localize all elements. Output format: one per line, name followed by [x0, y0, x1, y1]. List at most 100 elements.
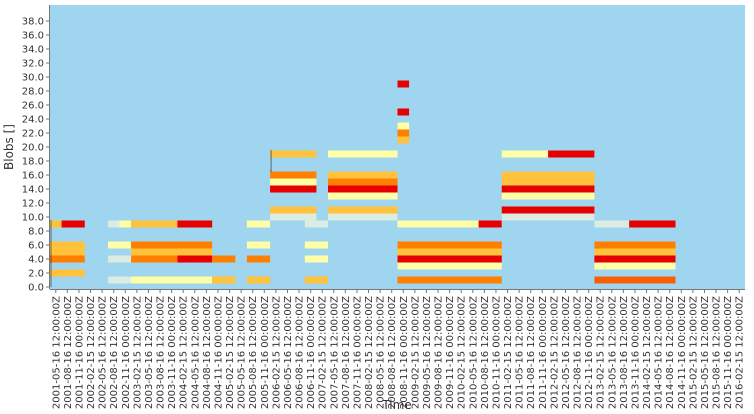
- y-tick-label-8: 16.0: [22, 171, 44, 182]
- heatmap-cell-46: [397, 220, 502, 228]
- heatmap-cell-65: [594, 255, 676, 263]
- heatmap-cell-62: [629, 220, 676, 228]
- x-tick-label-11: 2004-02-15 12:00:00Z: [179, 296, 190, 409]
- x-tick-label-24: 2007-05-16 12:00:00Z: [329, 296, 340, 409]
- heatmap-cell-33: [304, 276, 328, 284]
- heatmap-cell-12: [131, 248, 213, 256]
- y-tick-label-15: 30.0: [22, 73, 44, 84]
- x-tick-label-10: 2003-11-16 00:00:00Z: [167, 296, 178, 409]
- x-tick-label-1: 2001-08-16 12:00:00Z: [63, 296, 74, 409]
- x-tick-label-31: 2009-02-15 12:00:00Z: [410, 296, 421, 409]
- y-axis-title: Blobs []: [2, 124, 16, 170]
- heatmap-cell-57: [501, 185, 595, 193]
- heatmap-cell-2: [50, 241, 85, 249]
- heatmap-cell-49: [397, 248, 502, 256]
- heatmap-cell-30: [304, 220, 328, 228]
- heatmap-cell-61: [594, 220, 630, 228]
- x-tick-label-41: 2011-08-16 12:00:00Z: [526, 296, 537, 409]
- heatmap-cell-28: [270, 206, 317, 214]
- heatmap-cell-55: [501, 171, 595, 179]
- heatmap-cell-54: [548, 150, 595, 158]
- heatmap-cell-15: [177, 255, 213, 263]
- heatmap-cell-43: [397, 122, 410, 130]
- y-tick-label-11: 22.0: [22, 129, 44, 140]
- x-tick-label-57: 2015-08-16 12:00:00Z: [712, 296, 723, 409]
- x-tick-label-45: 2012-08-16 12:00:00Z: [573, 296, 584, 409]
- x-tick-label-28: 2008-05-16 12:00:00Z: [376, 296, 387, 409]
- x-tick-label-19: 2006-02-15 12:00:00Z: [271, 296, 282, 409]
- x-axis: 2001-05-16 12:00:00Z 2001-08-16 12:00:00Z…: [50, 289, 746, 409]
- heatmap-cell-31: [304, 241, 328, 249]
- heatmap-cell-45: [397, 136, 410, 144]
- x-tick-label-21: 2006-08-16 12:00:00Z: [295, 296, 306, 409]
- x-tick-label-51: 2014-02-15 12:00:00Z: [642, 296, 653, 409]
- x-tick-label-29: 2008-08-16 12:00:00Z: [387, 296, 398, 409]
- x-tick-label-20: 2006-05-16 12:00:00Z: [283, 296, 294, 409]
- x-tick-label-40: 2011-05-16 12:00:00Z: [515, 296, 526, 409]
- heatmap-cell-26: [270, 178, 317, 186]
- x-tick-label-9: 2003-08-16 12:00:00Z: [156, 296, 167, 409]
- x-tick-label-53: 2014-08-16 12:00:00Z: [665, 296, 676, 409]
- heatmap-cell-34: [328, 150, 398, 158]
- heatmap-cell-25: [270, 171, 317, 179]
- y-tick-label-1: 2.0: [28, 269, 44, 280]
- heatmap-cell-3: [50, 248, 85, 256]
- y-tick-label-2: 4.0: [28, 255, 44, 266]
- heatmap-cell-4: [50, 255, 85, 263]
- heatmap-cell-59: [501, 206, 595, 214]
- y-tick-label-10: 20.0: [22, 143, 44, 154]
- y-tick-label-18: 36.0: [22, 31, 44, 42]
- heatmap-cell-27: [270, 185, 317, 193]
- heatmap-cell-7: [119, 220, 132, 228]
- x-tick-label-22: 2006-11-16 00:00:00Z: [306, 296, 317, 409]
- x-tick-label-59: 2016-02-15 12:00:00Z: [735, 296, 746, 409]
- x-tick-label-6: 2002-11-16 00:00:00Z: [121, 296, 132, 409]
- y-tick-label-16: 32.0: [22, 59, 44, 70]
- y-tick-label-9: 18.0: [22, 157, 44, 168]
- y-tick-label-7: 14.0: [22, 185, 44, 196]
- x-tick-label-54: 2014-11-16 00:00:00Z: [677, 296, 688, 409]
- y-tick-label-14: 28.0: [22, 87, 44, 98]
- x-tick-label-15: 2005-02-15 12:00:00Z: [225, 296, 236, 409]
- x-tick-label-4: 2002-05-16 12:00:00Z: [98, 296, 109, 409]
- x-tick-label-27: 2008-02-15 12:00:00Z: [364, 296, 375, 409]
- heatmap-cell-22: [246, 255, 271, 263]
- heatmap-cell-10: [107, 241, 132, 249]
- x-tick-label-3: 2002-02-15 12:00:00Z: [86, 296, 97, 409]
- x-tick-label-25: 2007-08-16 12:00:00Z: [341, 296, 352, 409]
- x-tick-label-38: 2010-11-16 00:00:00Z: [491, 296, 502, 409]
- heatmap-cell-51: [397, 262, 502, 270]
- x-tick-label-23: 2007-02-15 12:00:00Z: [318, 296, 329, 409]
- heatmap-cell-47: [478, 220, 502, 228]
- heatmap-cell-41: [397, 80, 410, 88]
- heatmap-cell-63: [594, 241, 676, 249]
- heatmap-cell-9: [177, 220, 213, 228]
- x-tick-label-34: 2009-11-16 00:00:00Z: [445, 296, 456, 409]
- y-tick-label-17: 34.0: [22, 45, 44, 56]
- x-tick-label-32: 2009-05-16 12:00:00Z: [422, 296, 433, 409]
- heatmap-cell-13: [107, 255, 132, 263]
- y-tick-label-12: 24.0: [22, 115, 44, 126]
- heatmap-cell-11: [131, 241, 213, 249]
- heatmap-cell-16: [212, 255, 236, 263]
- x-tick-label-33: 2009-08-16 12:00:00Z: [434, 296, 445, 409]
- x-tick-label-46: 2012-11-16 00:00:00Z: [584, 296, 595, 409]
- y-tick-label-0: 0.0: [28, 283, 44, 294]
- heatmap-cell-39: [328, 206, 398, 214]
- heatmap-cell-23: [246, 276, 271, 284]
- heatmap-cell-14: [131, 255, 178, 263]
- heatmap-cell-58: [501, 192, 595, 200]
- x-tick-label-0: 2001-05-16 12:00:00Z: [51, 296, 62, 409]
- heatmap-cell-66: [594, 262, 676, 270]
- heatmap-cell-48: [397, 241, 502, 249]
- heatmap-cell-19: [212, 276, 236, 284]
- heatmap-cell-60: [501, 213, 595, 221]
- x-tick-label-26: 2007-11-16 00:00:00Z: [352, 296, 363, 409]
- x-tick-label-52: 2014-05-16 12:00:00Z: [654, 296, 665, 409]
- x-tick-label-18: 2005-11-16 00:00:00Z: [260, 296, 271, 409]
- heatmap-cell-38: [328, 192, 398, 200]
- heatmap-cell-52: [397, 276, 502, 284]
- heatmap-cell-0: [50, 220, 85, 228]
- y-axis: 0.0 2.0 4.0 6.0 8.0 10.0 12.0 14.0 16.0 18.0 20.0 2…: [22, 5, 50, 294]
